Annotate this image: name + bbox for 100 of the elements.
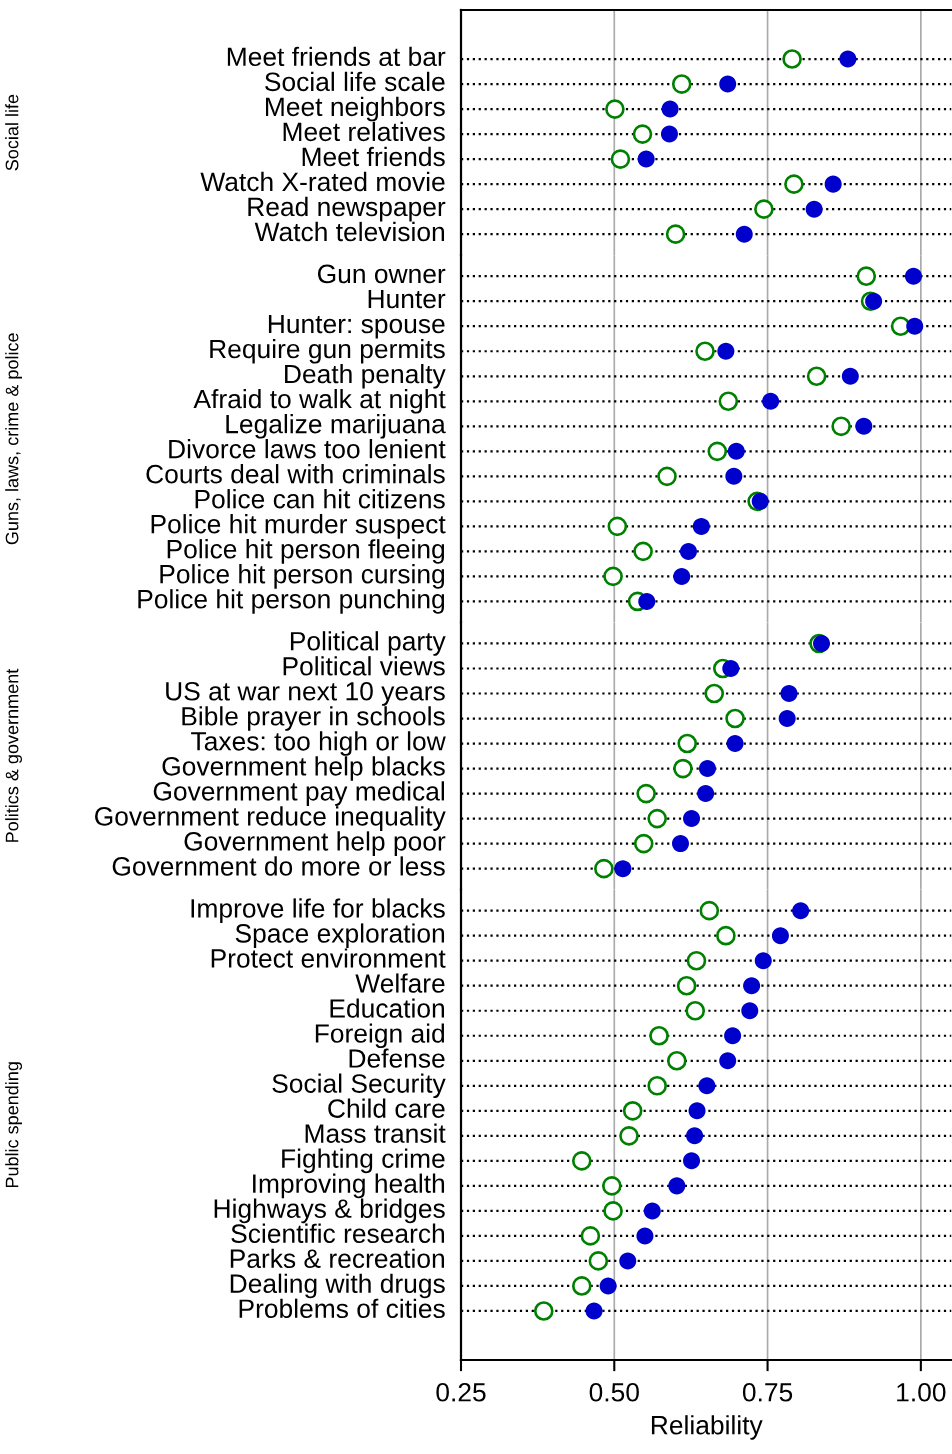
y-tick-label: Watch X-rated movie: [200, 171, 445, 192]
point: [855, 417, 873, 435]
point: [671, 835, 689, 853]
y-tick-label: US at war next 10 years: [166, 681, 445, 706]
y-tick-label: Police hit person cursing: [160, 564, 445, 589]
y-tick-label: Police can hit citizens: [195, 489, 445, 509]
point: [676, 975, 697, 996]
point: [683, 810, 701, 828]
y-tick-label: Taxes: too high or low: [191, 731, 446, 756]
point: [632, 124, 653, 144]
point: [718, 391, 739, 412]
point: [685, 1000, 706, 1021]
point: [619, 1252, 637, 1270]
x-tick-label: 0.25: [436, 1382, 486, 1402]
y-tick-label: Hunter: [368, 289, 446, 309]
point: [673, 758, 693, 779]
point: [717, 342, 735, 360]
point: [638, 592, 656, 610]
y-tick-label: Death penalty: [285, 363, 446, 389]
y-tick-label: Highways & bridges: [214, 1198, 445, 1224]
y-tick-label: Improving health: [253, 1173, 445, 1199]
point: [636, 1227, 654, 1245]
x-tick-label: 1.00: [897, 1382, 946, 1402]
y-tick-label: Dealing with drugs: [230, 1273, 445, 1299]
point: [665, 224, 686, 244]
point: [727, 442, 745, 460]
y-tick-label: Problems of cities: [239, 1298, 445, 1319]
point: [571, 1276, 592, 1296]
point: [806, 366, 827, 387]
point: [686, 950, 707, 971]
point: [603, 566, 623, 587]
point: [602, 1176, 622, 1196]
point: [824, 175, 842, 193]
y-tick-label: Courts deal with criminals: [146, 464, 445, 484]
point: [683, 1152, 701, 1170]
y-tick-label: Mass transit: [305, 1123, 446, 1143]
point: [660, 125, 678, 143]
y-tick-label: Foreign aid: [315, 1023, 445, 1049]
point: [633, 833, 654, 854]
point: [771, 927, 789, 945]
point: [782, 49, 802, 69]
y-tick-label: Defense: [349, 1048, 445, 1068]
y-tick-label: Police hit murder suspect: [151, 514, 446, 539]
y-tick-label: Political party: [290, 631, 446, 656]
x-tick-label: 0.75: [742, 1382, 793, 1402]
point: [673, 567, 691, 585]
point: [839, 50, 857, 68]
y-axis-title: Public spending: [5, 1062, 22, 1188]
point: [805, 200, 823, 218]
point: [668, 1177, 686, 1195]
point: [698, 760, 716, 778]
point: [594, 858, 614, 879]
y-tick-label: Government help poor: [184, 831, 446, 856]
point: [580, 1226, 601, 1246]
y-tick-label: Require gun permits: [210, 338, 445, 364]
point: [695, 341, 715, 362]
point: [647, 1075, 668, 1096]
point: [741, 1002, 759, 1020]
point: [697, 785, 715, 803]
point: [686, 1127, 704, 1145]
point: [698, 1077, 716, 1095]
y-tick-label: Meet friends: [302, 146, 445, 167]
point: [605, 99, 625, 119]
point: [603, 1201, 623, 1221]
point: [724, 1027, 742, 1045]
point: [726, 735, 744, 753]
point: [647, 808, 668, 829]
y-tick-label: Political views: [283, 656, 445, 676]
y-tick-label: Meet neighbors: [266, 96, 445, 122]
point: [692, 517, 710, 535]
y-tick-label: Watch television: [254, 221, 445, 242]
point: [735, 225, 753, 243]
point: [637, 150, 655, 168]
point: [725, 467, 743, 485]
point: [661, 100, 679, 118]
point: [841, 367, 859, 385]
y-tick-label: Parks & recreation: [230, 1248, 445, 1269]
point: [649, 1025, 669, 1046]
point: [704, 683, 725, 704]
point: [607, 516, 628, 537]
y-tick-label: Protect environment: [211, 948, 446, 968]
y-tick-label: Legalize marijuana: [226, 414, 446, 439]
y-tick-label: Improve life for blacks: [191, 898, 445, 923]
y-tick-label: Gun owner: [317, 264, 446, 284]
point: [719, 75, 737, 93]
point: [716, 925, 736, 946]
y-tick-label: Meet relatives: [283, 121, 445, 142]
y-tick-label: Meet friends at bar: [227, 46, 446, 67]
point: [699, 900, 720, 921]
point: [831, 416, 851, 437]
point: [657, 466, 677, 487]
y-tick-label: Police hit person fleeing: [167, 539, 445, 564]
point: [622, 1100, 643, 1121]
y-tick-label: Police hit person punching: [138, 589, 445, 614]
point: [610, 149, 631, 169]
point: [707, 441, 728, 462]
point: [865, 292, 883, 310]
point: [643, 1202, 661, 1220]
point: [633, 541, 653, 562]
point: [614, 860, 632, 878]
